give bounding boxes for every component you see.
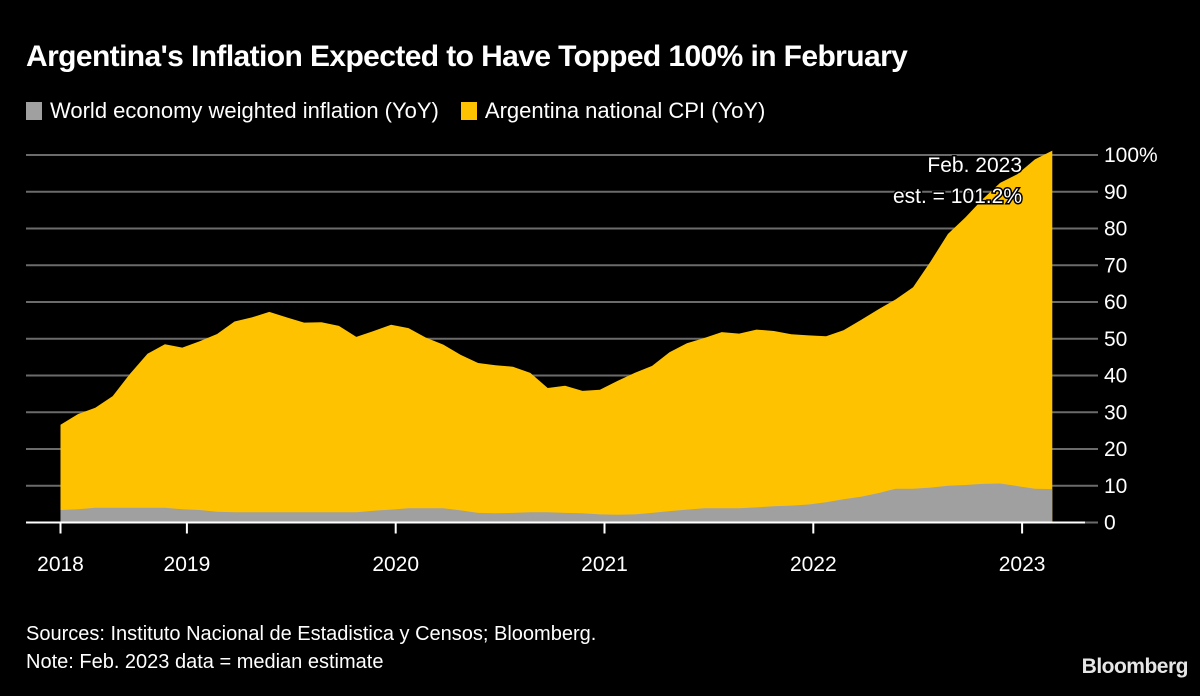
x-tick-label: 2021 [581,553,628,576]
y-tick-label: 80 [1104,218,1127,241]
y-tick-label: 10 [1104,475,1127,498]
annotation-line-2: est. = 101.2% [893,185,1022,208]
x-tick-label: 2022 [790,553,837,576]
chart-title: Argentina's Inflation Expected to Have T… [26,40,908,73]
y-tick-label: 30 [1104,401,1127,424]
area-argentina-cpi [60,150,1053,523]
legend-item-argentina: Argentina national CPI (YoY) [460,98,766,124]
annotation-line-1: Feb. 2023 [927,154,1022,177]
y-tick-label: 70 [1104,254,1127,277]
x-tick-label: 2020 [372,553,419,576]
chart-areas [60,150,1053,523]
legend-swatch-world [26,102,42,120]
legend-item-world: World economy weighted inflation (YoY) [26,98,439,124]
bloomberg-logo: Bloomberg [1081,655,1189,678]
legend-label-argentina: Argentina national CPI (YoY) [484,98,766,123]
x-tick-label: 2019 [164,553,211,576]
y-tick-label: 90 [1104,181,1127,204]
y-tick-label: 0 [1104,512,1116,535]
y-tick-label: 60 [1104,291,1127,314]
chart-legend: World economy weighted inflation (YoY) A… [26,98,787,124]
x-tick-label: 2023 [999,553,1046,576]
y-tick-label: 50 [1104,328,1127,351]
y-axis-ticks: 0 10 20 30 40 50 60 70 80 90 100% [1104,144,1158,535]
y-tick-label: 100% [1104,144,1158,167]
chart-annotation: Feb. 2023 est. = 101.2% [891,153,1023,210]
area-world-inflation [60,483,1053,523]
x-axis-ticks: 2018 2019 2020 2021 2022 2023 [37,522,1046,576]
legend-swatch-argentina [460,102,477,120]
legend-label-world: World economy weighted inflation (YoY) [50,98,439,123]
y-tick-label: 20 [1104,438,1127,461]
footer-sources: Sources: Instituto Nacional de Estadisti… [26,623,597,645]
y-tick-label: 40 [1104,365,1127,388]
x-tick-label: 2018 [37,553,84,576]
footer-note: Note: Feb. 2023 data = median estimate [26,651,384,673]
chart-footer: Sources: Instituto Nacional de Estadisti… [26,620,596,676]
